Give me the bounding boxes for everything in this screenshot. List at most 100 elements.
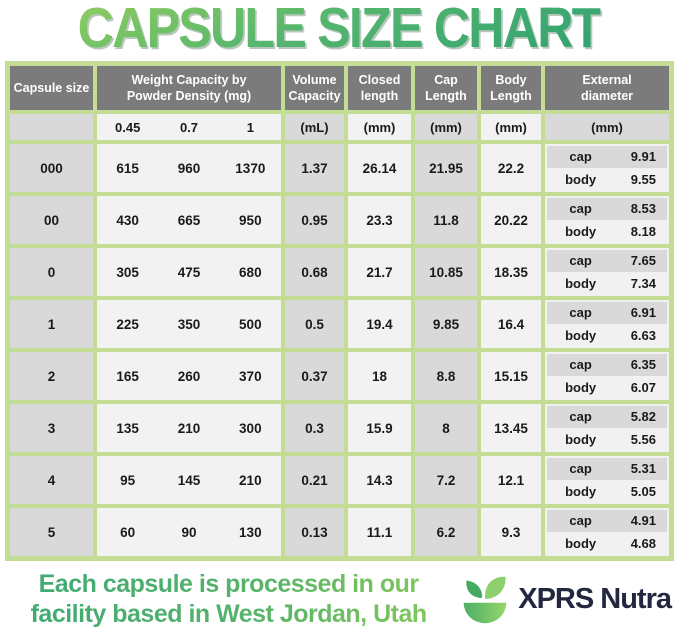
weight-at-1: 680 xyxy=(239,264,262,280)
subheader-empty-cell xyxy=(10,114,93,140)
weight-at-1: 950 xyxy=(239,212,262,228)
subheader-volume-unit: (mL) xyxy=(285,114,344,140)
body-diameter-label: body xyxy=(565,275,597,291)
weight-capacity-cell: 615 960 1370 xyxy=(97,144,281,192)
cap-diameter-label: cap xyxy=(569,305,592,321)
weight-at-045: 430 xyxy=(116,212,139,228)
subheader-closed-unit: (mm) xyxy=(348,114,411,140)
body-diameter-row: body 7.34 xyxy=(547,272,667,294)
body-diameter-value: 4.68 xyxy=(630,535,656,551)
cap-diameter-label: cap xyxy=(569,201,592,217)
closed-length-cell: 26.14 xyxy=(348,144,411,192)
body-diameter-row: body 4.68 xyxy=(547,532,667,554)
body-diameter-value: 6.07 xyxy=(630,379,656,395)
cap-diameter-row: cap 5.31 xyxy=(547,458,667,480)
table-row: 1 225 350 500 0.5 19.4 9.85 16.4 cap 6.9… xyxy=(10,300,669,348)
cap-diameter-row: cap 7.65 xyxy=(547,250,667,272)
weight-at-07: 260 xyxy=(177,368,201,384)
capsule-size-table: Capsule size Weight Capacity by Powder D… xyxy=(5,61,674,561)
cap-length-cell: 8.8 xyxy=(415,352,477,400)
body-diameter-value: 7.34 xyxy=(630,275,656,291)
footer-caption-line2: facility based in West Jordan, Utah xyxy=(30,599,427,628)
weight-at-07: 90 xyxy=(181,524,197,540)
weight-at-07: 960 xyxy=(177,160,201,176)
capsule-size-cell: 2 xyxy=(10,352,93,400)
body-diameter-value: 8.18 xyxy=(630,223,656,239)
table-subheader-row: 0.45 0.7 1 (mL) (mm) (mm) (mm) (mm) xyxy=(10,114,669,140)
footer-caption-line1: Each capsule is processed in our xyxy=(38,570,419,598)
body-diameter-row: body 5.56 xyxy=(547,428,667,450)
cap-diameter-value: 5.31 xyxy=(630,461,656,477)
closed-length-cell: 11.1 xyxy=(348,508,411,556)
weight-capacity-cell: 305 475 680 xyxy=(97,248,281,296)
table-row: 3 135 210 300 0.3 15.9 8 13.45 cap 5.82 … xyxy=(10,404,669,452)
weight-at-07: 145 xyxy=(177,472,201,488)
brand-logo: XPRS Nutra xyxy=(459,573,672,627)
cap-length-cell: 21.95 xyxy=(415,144,477,192)
volume-capacity-cell: 0.21 xyxy=(285,456,344,504)
capsule-size-cell: 000 xyxy=(10,144,93,192)
external-diameter-cell: cap 8.53 body 8.18 xyxy=(545,196,669,244)
body-diameter-label: body xyxy=(565,327,597,343)
body-diameter-value: 6.63 xyxy=(630,327,656,343)
cap-diameter-row: cap 5.82 xyxy=(547,406,667,428)
closed-length-cell: 18 xyxy=(348,352,411,400)
density-045: 0.45 xyxy=(115,119,141,135)
cap-length-cell: 11.8 xyxy=(415,196,477,244)
cap-diameter-value: 6.35 xyxy=(630,357,656,373)
cap-diameter-value: 9.91 xyxy=(630,149,656,165)
weight-at-045: 135 xyxy=(116,420,139,436)
title-section: CAPSULE SIZE CHART xyxy=(0,0,679,57)
subheader-density-values: 0.45 0.7 1 xyxy=(97,114,281,140)
external-diameter-cell: cap 6.91 body 6.63 xyxy=(545,300,669,348)
subheader-diameter-unit: (mm) xyxy=(545,114,669,140)
weight-at-1: 1370 xyxy=(235,160,266,176)
body-diameter-label: body xyxy=(565,483,597,499)
cap-diameter-label: cap xyxy=(569,149,592,165)
cap-diameter-label: cap xyxy=(569,409,592,425)
volume-capacity-cell: 0.95 xyxy=(285,196,344,244)
header-cap-length: Cap Length xyxy=(415,66,477,110)
capsule-size-cell: 4 xyxy=(10,456,93,504)
table-header-row: Capsule size Weight Capacity by Powder D… xyxy=(10,66,669,110)
body-length-cell: 22.2 xyxy=(481,144,541,192)
body-diameter-row: body 5.05 xyxy=(547,480,667,502)
subheader-cap-unit: (mm) xyxy=(415,114,477,140)
weight-capacity-cell: 95 145 210 xyxy=(97,456,281,504)
cap-diameter-label: cap xyxy=(569,461,592,477)
closed-length-cell: 19.4 xyxy=(348,300,411,348)
cap-diameter-value: 6.91 xyxy=(630,305,656,321)
capsule-size-cell: 5 xyxy=(10,508,93,556)
weight-capacity-cell: 135 210 300 xyxy=(97,404,281,452)
closed-length-cell: 14.3 xyxy=(348,456,411,504)
cap-diameter-label: cap xyxy=(569,357,592,373)
weight-capacity-cell: 165 260 370 xyxy=(97,352,281,400)
weight-at-045: 95 xyxy=(120,472,136,488)
capsule-size-cell: 3 xyxy=(10,404,93,452)
page-title: CAPSULE SIZE CHART xyxy=(78,0,603,60)
closed-length-cell: 21.7 xyxy=(348,248,411,296)
body-diameter-label: body xyxy=(565,431,597,447)
weight-at-1: 130 xyxy=(239,524,262,540)
capsule-size-cell: 1 xyxy=(10,300,93,348)
body-diameter-row: body 8.18 xyxy=(547,220,667,242)
cap-diameter-row: cap 6.91 xyxy=(547,302,667,324)
external-diameter-cell: cap 7.65 body 7.34 xyxy=(545,248,669,296)
weight-capacity-cell: 60 90 130 xyxy=(97,508,281,556)
body-diameter-label: body xyxy=(565,223,597,239)
cap-length-cell: 8 xyxy=(415,404,477,452)
capsule-size-cell: 00 xyxy=(10,196,93,244)
cap-diameter-row: cap 4.91 xyxy=(547,510,667,532)
footer-caption: Each capsule is processed in our facilit… xyxy=(4,570,453,629)
body-length-cell: 18.35 xyxy=(481,248,541,296)
weight-at-045: 225 xyxy=(116,316,139,332)
external-diameter-cell: cap 4.91 body 4.68 xyxy=(545,508,669,556)
header-external-diameter: External diameter xyxy=(545,66,669,110)
cap-diameter-value: 5.82 xyxy=(630,409,656,425)
cap-length-cell: 6.2 xyxy=(415,508,477,556)
external-diameter-cell: cap 9.91 body 9.55 xyxy=(545,144,669,192)
body-length-cell: 12.1 xyxy=(481,456,541,504)
body-diameter-value: 5.56 xyxy=(630,431,656,447)
table-row: 00 430 665 950 0.95 23.3 11.8 20.22 cap … xyxy=(10,196,669,244)
closed-length-cell: 15.9 xyxy=(348,404,411,452)
